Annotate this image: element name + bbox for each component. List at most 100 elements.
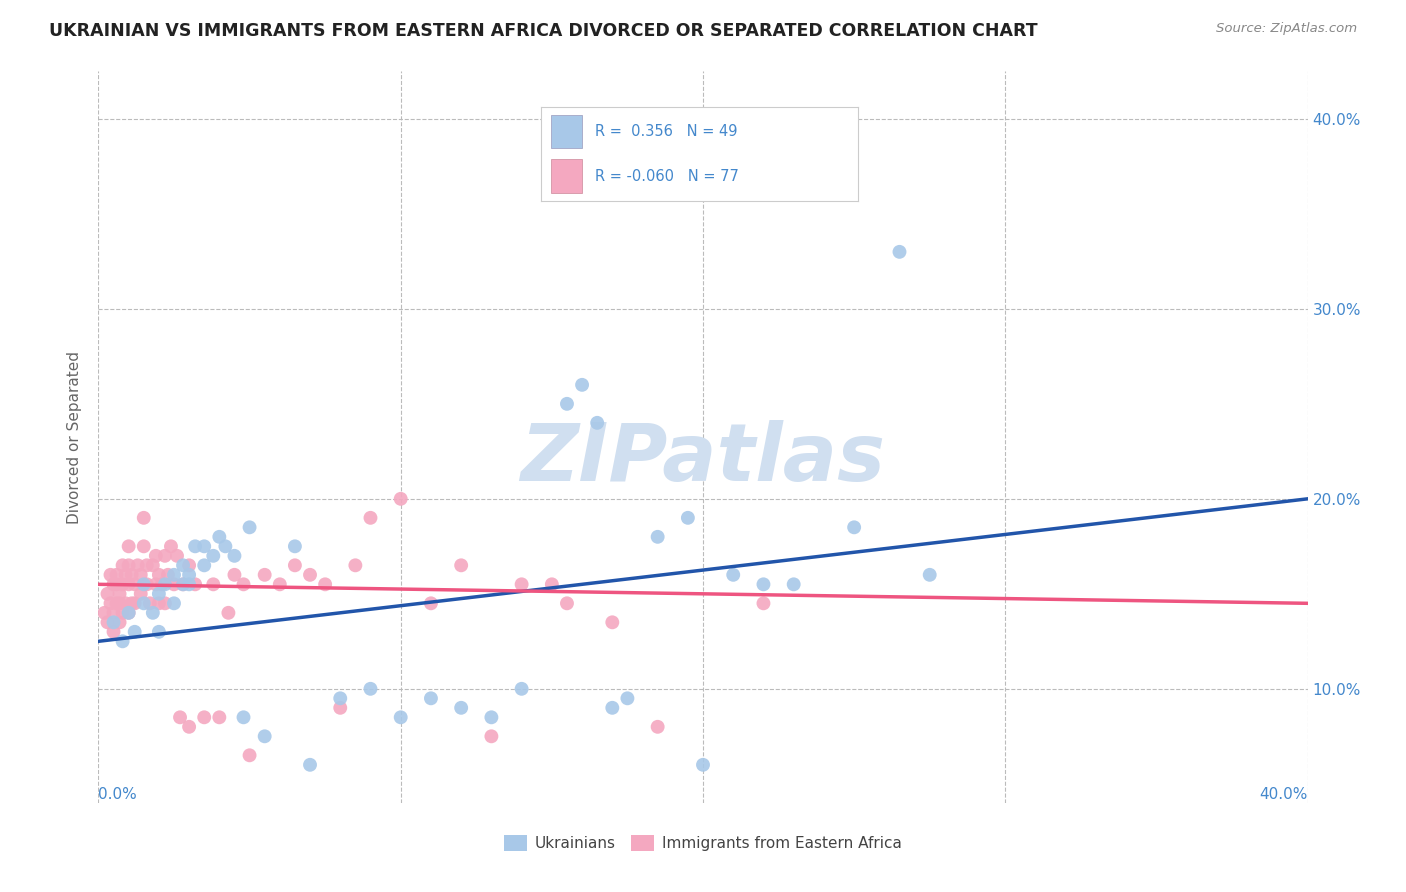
Text: UKRAINIAN VS IMMIGRANTS FROM EASTERN AFRICA DIVORCED OR SEPARATED CORRELATION CH: UKRAINIAN VS IMMIGRANTS FROM EASTERN AFR… [49, 22, 1038, 40]
Point [179, 720, 201, 734]
Point [420, 691, 443, 706]
Text: Source: ZipAtlas.com: Source: ZipAtlas.com [1216, 22, 1357, 36]
Point [602, 701, 624, 715]
Text: 0.0%: 0.0% [98, 787, 138, 802]
Point [193, 539, 215, 553]
Point [108, 596, 131, 610]
Point [647, 720, 669, 734]
Point [153, 596, 176, 610]
Point [148, 624, 170, 639]
Point [269, 577, 291, 591]
Point [360, 681, 382, 696]
Point [179, 567, 201, 582]
Point [344, 558, 367, 573]
Point [253, 567, 276, 582]
Bar [551, 114, 582, 148]
Point [103, 606, 125, 620]
Point [124, 577, 146, 591]
Point [481, 710, 503, 724]
Point [111, 558, 134, 573]
Point [193, 558, 215, 573]
Point [918, 567, 941, 582]
Point [132, 577, 155, 591]
Point [360, 511, 382, 525]
Point [692, 757, 714, 772]
Point [145, 577, 167, 591]
Point [111, 606, 134, 620]
Point [121, 567, 143, 582]
Point [253, 729, 276, 743]
Point [184, 577, 207, 591]
Point [163, 577, 186, 591]
Point [132, 596, 155, 610]
Point [889, 244, 911, 259]
Point [105, 567, 128, 582]
Point [156, 567, 179, 582]
Point [214, 539, 236, 553]
Point [114, 567, 136, 582]
Point [184, 539, 207, 553]
Point [314, 577, 336, 591]
Point [450, 701, 472, 715]
Point [127, 558, 149, 573]
Point [150, 577, 173, 591]
Point [540, 577, 562, 591]
Text: R =  0.356   N = 49: R = 0.356 N = 49 [595, 124, 738, 139]
Point [723, 567, 745, 582]
Point [153, 577, 176, 591]
Point [844, 520, 866, 534]
Point [202, 549, 225, 563]
Point [450, 558, 472, 573]
Point [329, 701, 352, 715]
Point [129, 567, 152, 582]
Point [124, 596, 146, 610]
Point [510, 577, 533, 591]
Point [132, 511, 155, 525]
Point [752, 596, 775, 610]
Point [389, 710, 412, 724]
Point [163, 567, 186, 582]
Point [114, 596, 136, 610]
Point [124, 624, 146, 639]
Point [153, 549, 176, 563]
Point [420, 596, 443, 610]
Point [148, 596, 170, 610]
Point [752, 577, 775, 591]
Point [118, 606, 141, 620]
Point [179, 558, 201, 573]
Point [148, 587, 170, 601]
Point [284, 558, 307, 573]
Point [510, 681, 533, 696]
Point [111, 577, 134, 591]
Point [208, 710, 231, 724]
Point [108, 615, 131, 630]
Point [145, 549, 167, 563]
Point [602, 615, 624, 630]
Point [299, 757, 322, 772]
Point [142, 606, 165, 620]
Point [172, 577, 194, 591]
Point [135, 558, 157, 573]
Point [224, 567, 246, 582]
Point [118, 577, 141, 591]
Point [142, 558, 165, 573]
Bar [551, 160, 582, 194]
Point [224, 549, 246, 563]
Point [232, 710, 254, 724]
Point [103, 615, 125, 630]
Point [100, 567, 122, 582]
Point [163, 596, 186, 610]
Point [129, 587, 152, 601]
Point [166, 549, 188, 563]
Point [586, 416, 609, 430]
Legend: Ukrainians, Immigrants from Eastern Africa: Ukrainians, Immigrants from Eastern Afri… [498, 830, 908, 857]
Point [481, 729, 503, 743]
Point [93, 606, 115, 620]
Point [135, 577, 157, 591]
Point [103, 624, 125, 639]
Point [555, 596, 578, 610]
Point [299, 567, 322, 582]
Point [172, 577, 194, 591]
Point [647, 530, 669, 544]
Point [132, 539, 155, 553]
